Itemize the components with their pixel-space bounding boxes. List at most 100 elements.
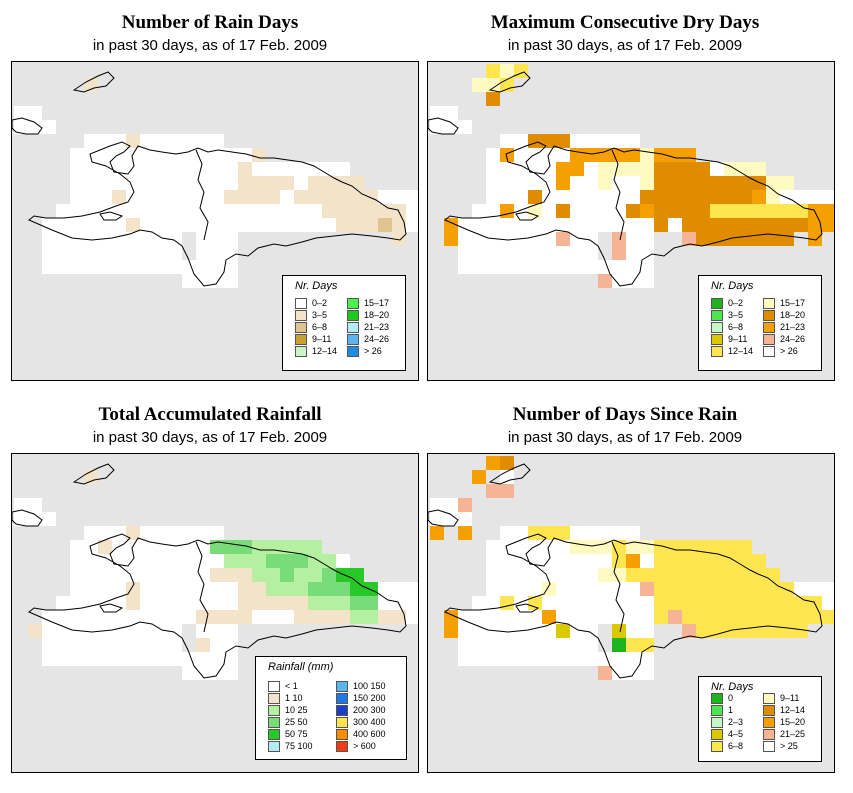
grid-cell (556, 232, 570, 246)
grid-cell (238, 554, 252, 568)
legend-label: 0 (728, 693, 734, 703)
legend-swatch (763, 298, 775, 309)
grid-cell (682, 568, 696, 582)
grid-cell (266, 596, 280, 610)
grid-cell (654, 218, 668, 232)
grid-cell (668, 162, 682, 176)
grid-cell (696, 162, 710, 176)
legend-swatch (347, 322, 359, 333)
legend-swatch (711, 741, 723, 752)
legend-label: > 26 (780, 346, 798, 356)
grid-cell (280, 596, 294, 610)
grid-cell (654, 176, 668, 190)
coastline-path (444, 533, 823, 679)
grid-cell (696, 568, 710, 582)
grid-cell (570, 162, 584, 176)
coastline (428, 71, 823, 287)
legend-label: 2–3 (728, 717, 744, 727)
grid-cell (752, 596, 766, 610)
coastline-path (428, 117, 459, 135)
grid-cell (724, 204, 738, 218)
grid-cell (682, 190, 696, 204)
grid-cell (668, 204, 682, 218)
grid-cell (238, 610, 252, 624)
coastline-path (12, 117, 43, 135)
grid-cell (238, 582, 252, 596)
grid-cell (780, 582, 794, 596)
legend-swatch (295, 346, 307, 357)
grid-cell (738, 190, 752, 204)
grid-cell (350, 596, 364, 610)
grid-cell (640, 148, 654, 162)
grid-cell (472, 470, 486, 484)
grid-cell (710, 610, 724, 624)
grid-cell (780, 218, 794, 232)
grid-cell (654, 582, 668, 596)
legend-swatch (295, 322, 307, 333)
grid-cell (238, 596, 252, 610)
legend-swatch (711, 346, 723, 357)
grid-cell (514, 64, 528, 78)
grid-cell (682, 218, 696, 232)
legend-title: Nr. Days (711, 681, 754, 693)
legend-label: 3–5 (312, 310, 328, 320)
coastline-path (515, 603, 540, 613)
coastline-path (99, 211, 124, 221)
grid-cell (752, 568, 766, 582)
grid-cell (780, 610, 794, 624)
grid-cell (682, 624, 696, 638)
grid-cell (168, 652, 210, 666)
grid-cell (430, 526, 444, 540)
legend-label: 400 600 (353, 729, 386, 739)
legend-swatch (295, 298, 307, 309)
grid-cell (322, 190, 336, 204)
legend: Nr. Days 0–2 3–5 6–8 9–11 12–14 15–17 18–20 21–… (698, 275, 822, 371)
legend-swatch (336, 741, 348, 752)
grid-cell (612, 162, 626, 176)
grid-cell (612, 246, 626, 260)
legend-swatch (711, 729, 723, 740)
grid-cell (336, 204, 350, 218)
map-canvas (12, 463, 418, 680)
grid-cell (294, 610, 308, 624)
legend-label: 9–11 (728, 334, 748, 344)
grid-cell (668, 540, 682, 554)
grid-cell (766, 176, 780, 190)
grid-cell (738, 568, 752, 582)
map-canvas (428, 456, 834, 680)
grid-cell (682, 176, 696, 190)
grid-cell (738, 162, 752, 176)
grid-cell (350, 582, 364, 596)
legend-swatch (295, 334, 307, 345)
grid-cell (322, 554, 336, 568)
grid-cell (654, 162, 668, 176)
grid-cell (294, 582, 308, 596)
grid-cell (738, 554, 752, 568)
grid-cell (542, 134, 556, 148)
grid-cell (56, 596, 112, 610)
grid-cell (682, 148, 696, 162)
legend-title: Rainfall (mm) (268, 661, 334, 673)
grid-cell (682, 232, 696, 246)
grid-cell (126, 218, 140, 232)
legend-swatch (295, 310, 307, 321)
grid-cell (696, 624, 710, 638)
grid-cell (350, 190, 364, 204)
legend-label: 25 50 (285, 717, 308, 727)
grid-cell (126, 582, 140, 596)
coastline-path (488, 463, 531, 485)
grid-cell (294, 554, 308, 568)
grid-cell (696, 232, 710, 246)
grid-cell (308, 610, 322, 624)
grid-cell (556, 204, 570, 218)
grid-cell (738, 610, 752, 624)
legend-swatch (763, 310, 775, 321)
grid-cell (668, 610, 682, 624)
panel-title: Number of Days Since Rain (512, 404, 738, 425)
grid-cell (336, 582, 350, 596)
legend-label: 21–23 (364, 322, 390, 332)
grid-cell (458, 652, 584, 666)
legend-swatch (763, 346, 775, 357)
grid-cell (612, 568, 626, 582)
legend-swatch (268, 681, 280, 692)
